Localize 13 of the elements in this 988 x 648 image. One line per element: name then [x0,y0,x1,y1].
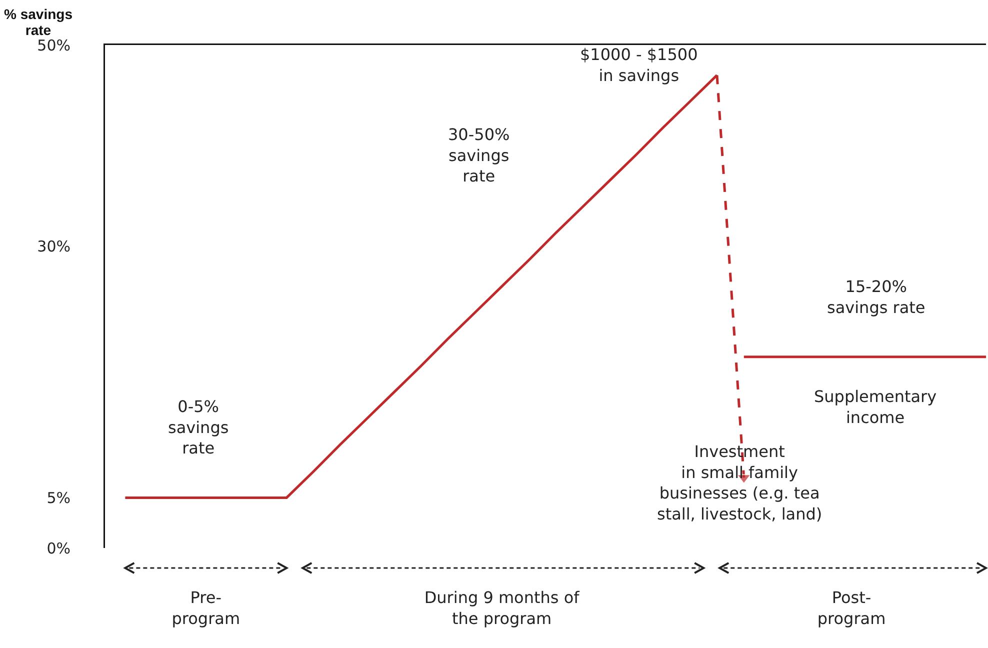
annotation: 15-20% savings rate [827,277,926,317]
annotation: 0-5% savings rate [168,397,229,458]
annotation: Supplementary income [814,387,937,427]
y-tick-label: 5% [46,488,70,507]
annotation: $1000 - $1500 in savings [580,45,698,85]
y-tick-label: 50% [37,36,70,54]
y-tick-label: 0% [46,539,70,558]
x-tick-label: Post- program [817,588,886,628]
y-tick-label: 30% [37,237,70,256]
y-axis-title: % savings rate [4,6,72,38]
x-tick-label: During 9 months of the program [424,588,580,628]
annotation: 30-50% savings rate [448,125,510,186]
x-tick-label: Pre- program [172,588,240,628]
